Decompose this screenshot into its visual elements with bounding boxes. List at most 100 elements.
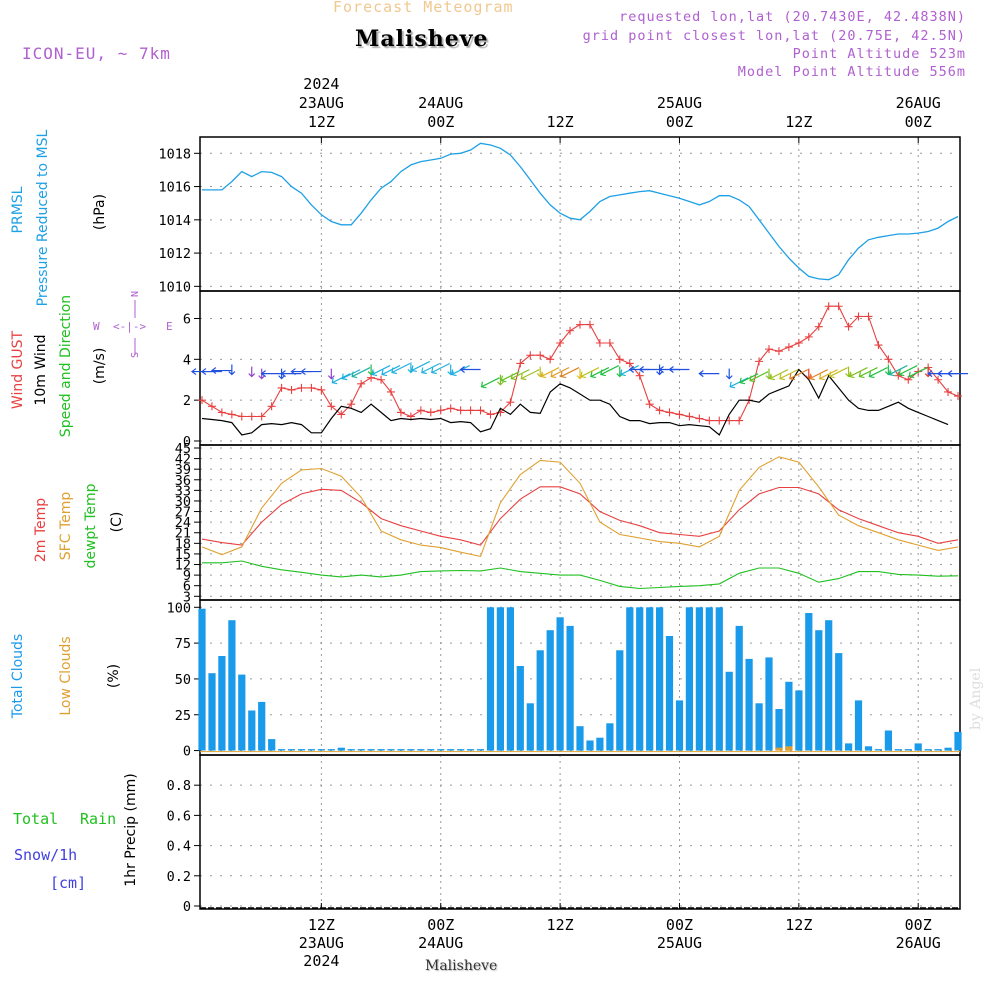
- precip-ytick-label: 0.6: [167, 808, 191, 824]
- temp-ytick-label: 30: [175, 494, 191, 510]
- total-cloud-bar: [675, 700, 684, 751]
- clouds-label-total: Total Clouds: [10, 634, 26, 719]
- total-cloud-bar: [208, 673, 216, 751]
- total-cloud-bar: [317, 749, 325, 751]
- total-cloud-bar: [576, 726, 584, 751]
- gust-marker: [556, 338, 565, 347]
- temp-ytick-label: 18: [175, 536, 191, 552]
- wind-direction-arrow: [431, 362, 451, 375]
- wind-direction-arrow: [540, 367, 560, 379]
- total-cloud-bar: [755, 703, 763, 751]
- total-cloud-bar: [636, 607, 644, 751]
- time-label-top: 25AUG: [657, 94, 702, 112]
- total-cloud-bar: [725, 671, 733, 751]
- total-cloud-bar: [785, 681, 793, 751]
- temp-ytick-label: 39: [175, 462, 191, 478]
- total-cloud-bar: [835, 653, 843, 751]
- gust-marker: [377, 375, 386, 384]
- time-label-top: 2024: [303, 75, 339, 93]
- total-cloud-bar: [914, 743, 922, 751]
- wind-direction-arrow: [351, 367, 371, 379]
- total-cloud-bar: [526, 703, 534, 751]
- gust-marker: [934, 375, 943, 384]
- wind-direction-arrow: [381, 364, 401, 377]
- precip-ytick-label: 0.8: [167, 778, 191, 794]
- gust-marker: [357, 379, 366, 388]
- total-cloud-bar: [337, 747, 345, 751]
- wind-direction-arrow: [888, 364, 908, 377]
- wind-direction-arrow: [828, 367, 848, 379]
- temp-ytick-label: 24: [175, 515, 191, 531]
- wind-direction-arrow: [947, 370, 968, 378]
- station-name: Malisheve: [355, 26, 489, 52]
- temp-ytick-label: 6: [183, 579, 191, 595]
- wind-label-gust: Wind GUST: [10, 330, 26, 409]
- gust-marker: [794, 338, 803, 347]
- gust-marker: [635, 371, 644, 380]
- total-cloud-bar: [556, 617, 564, 751]
- precip-label-rain: Rain: [80, 810, 116, 828]
- wind-direction-arrow: [480, 377, 500, 389]
- wind-direction-arrow: [769, 369, 789, 381]
- total-cloud-bar: [427, 749, 435, 751]
- temp-ytick-label: 45: [175, 441, 191, 457]
- total-cloud-bar: [805, 613, 813, 751]
- wind-label-unit: (m/s): [92, 348, 108, 385]
- gust-marker: [814, 322, 823, 331]
- gust-marker: [695, 414, 704, 423]
- total-cloud-bar: [904, 749, 912, 751]
- gust-marker: [585, 320, 594, 329]
- total-cloud-bar: [397, 749, 405, 751]
- temp-ytick-label: 3: [183, 589, 191, 605]
- clouds-ytick-label: 0: [183, 744, 191, 760]
- gust-marker: [894, 371, 903, 380]
- clouds-ytick-label: 50: [175, 672, 191, 688]
- time-label-bottom: 23AUG: [299, 934, 344, 952]
- gust-marker: [784, 343, 793, 352]
- wind-panel: 0 2 4 6: [183, 291, 968, 450]
- wind-direction-arrow: [725, 368, 733, 380]
- pressure-ytick-label: 1016: [158, 180, 191, 196]
- wind-ytick-label: 0: [183, 434, 191, 450]
- total-cloud-bar: [476, 749, 485, 751]
- wind-direction-arrow: [739, 373, 759, 385]
- total-cloud-bar: [377, 749, 385, 751]
- temp-label-sfc: SFC Temp: [58, 492, 74, 561]
- gust-marker: [884, 355, 893, 364]
- wind-direction-arrow: [210, 367, 232, 375]
- gust-marker: [645, 400, 654, 409]
- gust-marker: [715, 416, 724, 425]
- wind-direction-arrow: [391, 362, 411, 375]
- gust-marker: [387, 387, 395, 396]
- wind-label-10m: 10m Wind: [33, 334, 49, 405]
- gust-marker: [277, 383, 286, 392]
- total-cloud-bar: [745, 658, 753, 751]
- temp-ytick-label: 42: [175, 452, 191, 468]
- time-label-bottom: 00Z: [905, 916, 932, 934]
- gust-marker: [615, 355, 624, 364]
- wind-direction-arrow: [638, 366, 660, 374]
- gust-marker: [297, 383, 306, 392]
- wind-direction-arrow: [729, 377, 749, 389]
- wind-direction-arrow: [858, 367, 878, 379]
- wind-direction-arrow: [280, 370, 302, 378]
- pressure-label-desc: Pressure Reduced to MSL: [35, 129, 51, 306]
- gust-marker: [446, 404, 455, 413]
- wind-direction-arrow: [260, 370, 282, 378]
- wind-direction-arrow: [327, 368, 335, 380]
- wind-direction-arrow: [228, 364, 236, 376]
- total-cloud-bar: [775, 709, 783, 751]
- wind-direction-arrow: [789, 369, 809, 381]
- model-point-altitude: Model Point Altitude 556m: [737, 64, 966, 80]
- gust-marker: [854, 312, 863, 321]
- wind-ytick-label: 6: [183, 311, 191, 327]
- wind-direction-arrow: [371, 364, 391, 377]
- time-label-top: 00Z: [666, 113, 693, 131]
- wind-direction-arrow: [550, 367, 570, 379]
- total-cloud-bar: [954, 731, 962, 751]
- wind-ytick-label: 2: [183, 393, 191, 409]
- gust-marker: [774, 347, 783, 356]
- wind-direction-arrow: [698, 370, 720, 378]
- total-cloud-bar: [278, 749, 286, 751]
- total-cloud-bar: [606, 723, 614, 751]
